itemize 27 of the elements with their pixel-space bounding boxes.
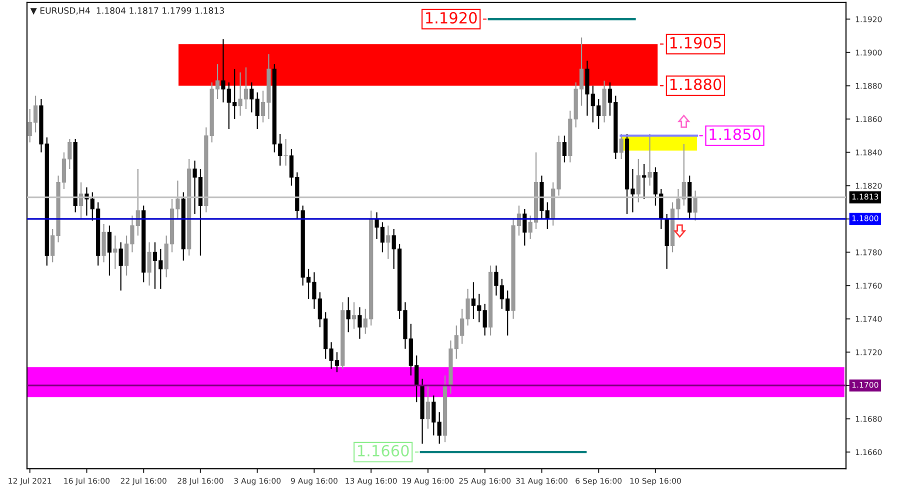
candlestick [284, 138, 288, 166]
candlestick [648, 133, 652, 186]
candlestick [693, 190, 698, 222]
ref-line-label: 1.1850 [710, 128, 760, 140]
annotation: 1.1905 [670, 36, 721, 49]
candlestick [113, 235, 118, 270]
candlestick [386, 225, 390, 260]
candlestick [636, 158, 640, 203]
candlestick [437, 412, 442, 444]
candlestick [352, 302, 356, 330]
candlestick [426, 384, 430, 430]
candlestick [346, 296, 350, 333]
candlestick [250, 82, 254, 113]
candlestick [482, 303, 487, 336]
candlestick [562, 135, 567, 163]
ref-line-label: 1.1660 [358, 444, 409, 456]
candlestick [107, 225, 112, 276]
candlestick [102, 223, 106, 263]
candlestick [255, 92, 260, 130]
annotation: 1.1880 [670, 78, 722, 90]
ref-line-label: 1.1920 [426, 12, 477, 24]
candlestick [432, 394, 436, 436]
candlestick [147, 242, 152, 286]
candlestick [118, 242, 123, 292]
candlestick [358, 306, 362, 340]
chart-title: ▼ EURUSD,H4 1.1804 1.1817 1.1799 1.1813 [30, 7, 224, 15]
candlestick [619, 133, 624, 160]
